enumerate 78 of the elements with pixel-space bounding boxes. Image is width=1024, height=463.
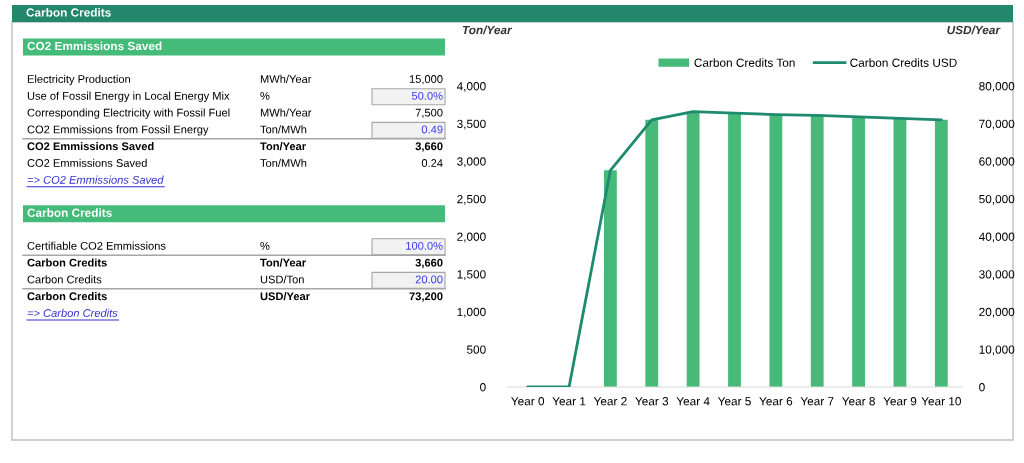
bar [934, 119, 948, 387]
y2-tick-label: 10,000 [979, 345, 1015, 356]
text: 100.0% [406, 241, 443, 250]
y2-tick-label: 70,000 [979, 119, 1015, 130]
text: => CO2 Emmissions Saved [27, 175, 164, 184]
bar [893, 118, 907, 387]
text: Carbon Credits [26, 8, 111, 17]
text: 73,200 [409, 292, 443, 302]
y2-tick-label: 80,000 [979, 82, 1015, 92]
y2-tick-label: 30,000 [979, 270, 1015, 280]
text: USD/Ton [260, 275, 304, 284]
text: CO2 Emmissions Saved [27, 158, 147, 167]
text: MWh/Year [260, 74, 312, 83]
text: 7,500 [415, 108, 443, 118]
bar [852, 116, 865, 387]
x-tick-label: Year 9 [883, 397, 917, 406]
x-tick-label: Year 0 [511, 397, 545, 406]
bar [810, 115, 824, 387]
text: Ton/Year [260, 142, 306, 151]
y2-tick-label: 40,000 [978, 232, 1015, 243]
bar [604, 170, 617, 387]
text: 0.49 [421, 125, 443, 134]
y-tick-label: 1,000 [457, 307, 486, 318]
text: 15,000 [409, 75, 443, 85]
y-tick-label: 3,000 [457, 157, 486, 168]
bar [769, 114, 783, 387]
text: Use of Fossil Energy in Local Energy Mix [27, 91, 230, 102]
text: % [260, 241, 270, 250]
text: Carbon Credits [27, 275, 102, 284]
text: Carbon Credits [27, 258, 107, 267]
text: % [260, 91, 270, 100]
text: Certifiable CO2 Emmissions [27, 241, 166, 250]
y2-tick-label: 0 [979, 383, 985, 392]
legend-label: Carbon Credits Ton [694, 58, 795, 67]
y-tick-label: 500 [466, 345, 486, 354]
text: MWh/Year [260, 108, 312, 117]
x-tick-label: Year 8 [842, 397, 875, 406]
x-tick-label: Year 10 [921, 397, 961, 406]
y2-axis-title: USD/Year [947, 25, 1001, 35]
y-tick-label: 1,500 [457, 270, 486, 280]
text: 20.00 [415, 275, 443, 284]
bar [645, 119, 659, 387]
text: Ton/MWh [260, 125, 307, 134]
x-tick-label: Year 1 [552, 397, 586, 406]
y-tick-label: 2,000 [457, 232, 486, 243]
bar [686, 111, 700, 387]
y2-tick-label: 20,000 [979, 307, 1015, 318]
y-tick-label: 4,000 [456, 82, 486, 92]
y-axis-title: Ton/Year [462, 25, 513, 35]
text: Electricity Production [27, 74, 131, 86]
x-tick-label: Year 3 [635, 397, 669, 406]
x-tick-label: Year 2 [593, 397, 627, 406]
y2-tick-label: 60,000 [979, 157, 1015, 168]
text: CO2 Emmissions from Fossil Energy [27, 125, 209, 136]
text: 50.0% [411, 91, 443, 100]
text: CO2 Emmissions Saved [27, 142, 154, 151]
y-tick-label: 2,500 [457, 194, 486, 205]
text: 3,660 [415, 142, 443, 152]
text: Ton/Year [260, 258, 306, 267]
y-tick-label: 3,500 [457, 119, 486, 130]
x-tick-label: Year 4 [676, 397, 710, 406]
text: Carbon Credits [27, 208, 112, 217]
text: 0.24 [421, 159, 443, 167]
text: Ton/MWh [260, 158, 307, 167]
x-tick-label: Year 6 [759, 397, 793, 406]
text: 3,660 [415, 258, 443, 269]
bar [728, 113, 741, 387]
text: Corresponding Electricity with Fossil Fuel [27, 108, 230, 119]
text: CO2 Emmissions Saved [27, 41, 162, 51]
x-tick-label: Year 5 [717, 397, 751, 406]
text: => Carbon Credits [27, 308, 118, 317]
y2-tick-label: 50,000 [979, 194, 1015, 205]
text: USD/Year [260, 292, 310, 301]
text: Carbon Credits [27, 292, 107, 301]
line-series [526, 110, 943, 387]
legend-label: Carbon Credits USD [850, 58, 957, 67]
y-tick-label: 0 [480, 383, 486, 392]
x-tick-label: Year 7 [800, 397, 834, 406]
